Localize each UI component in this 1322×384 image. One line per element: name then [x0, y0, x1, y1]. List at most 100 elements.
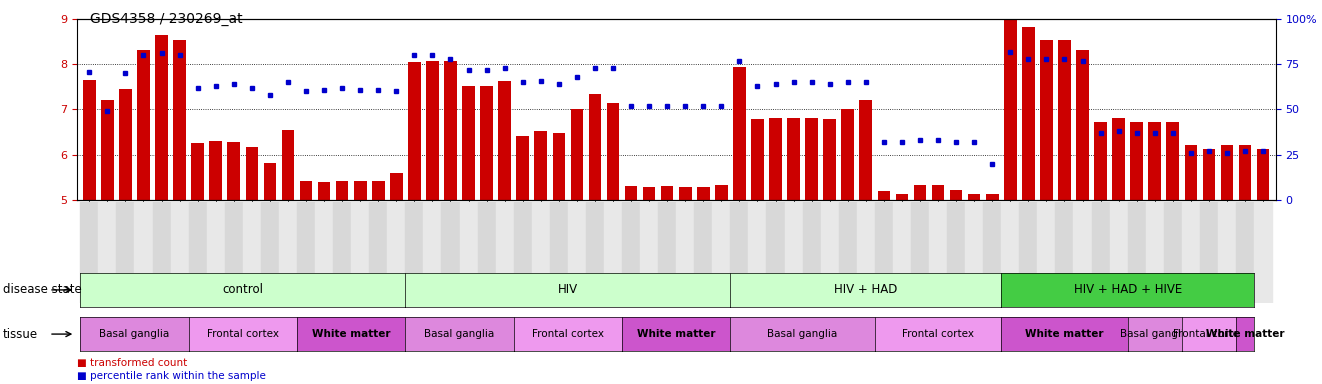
Bar	[734, 66, 746, 200]
Bar	[171, 202, 189, 303]
Bar	[243, 202, 260, 303]
Bar	[767, 202, 784, 303]
Bar	[947, 202, 965, 303]
Bar	[116, 202, 135, 303]
Bar	[694, 202, 713, 303]
Bar	[390, 173, 403, 200]
Bar	[588, 94, 602, 200]
Bar	[875, 202, 892, 303]
Bar	[227, 142, 241, 200]
Bar	[965, 202, 984, 303]
Bar	[1109, 202, 1128, 303]
Bar	[949, 190, 962, 200]
Bar	[137, 50, 149, 200]
Bar	[460, 202, 477, 303]
Text: ■ percentile rank within the sample: ■ percentile rank within the sample	[77, 371, 266, 381]
Bar	[531, 202, 550, 303]
Bar	[730, 202, 748, 303]
Text: HIV + HAD + HIVE: HIV + HAD + HIVE	[1073, 283, 1182, 296]
Bar	[1001, 202, 1019, 303]
Bar	[463, 86, 475, 200]
Bar	[135, 202, 152, 303]
Bar	[784, 202, 802, 303]
Bar	[1112, 118, 1125, 200]
Bar	[100, 99, 114, 200]
Bar	[1203, 149, 1215, 200]
Bar	[859, 99, 873, 200]
Bar	[354, 181, 366, 200]
Bar	[658, 202, 676, 303]
Bar	[751, 119, 764, 200]
Bar	[892, 202, 911, 303]
Bar	[984, 202, 1001, 303]
Bar	[408, 62, 420, 200]
Bar	[697, 187, 710, 200]
Bar	[824, 119, 836, 200]
Bar	[1218, 202, 1236, 303]
Bar	[788, 119, 800, 200]
Bar	[802, 202, 821, 303]
Bar	[640, 202, 658, 303]
Text: HIV: HIV	[558, 283, 578, 296]
Bar	[1003, 18, 1017, 200]
Bar	[1022, 27, 1035, 200]
Bar	[680, 187, 691, 200]
Bar	[1128, 202, 1146, 303]
Bar	[192, 143, 204, 200]
Bar	[209, 141, 222, 200]
Bar	[517, 136, 529, 200]
Bar	[661, 186, 673, 200]
Bar	[297, 202, 315, 303]
Bar	[263, 163, 276, 200]
Bar	[805, 119, 818, 200]
Bar	[152, 202, 171, 303]
Text: Basal ganglia: Basal ganglia	[99, 329, 169, 339]
Bar	[423, 202, 442, 303]
Bar	[1220, 145, 1233, 200]
Bar	[1182, 202, 1200, 303]
Bar	[1239, 145, 1252, 200]
Bar	[1257, 149, 1269, 200]
Bar	[911, 202, 929, 303]
Text: Frontal cortex: Frontal cortex	[1173, 329, 1245, 339]
Bar	[1146, 202, 1163, 303]
Bar	[821, 202, 838, 303]
Bar	[1076, 50, 1089, 200]
Bar	[677, 202, 694, 303]
Text: Frontal cortex: Frontal cortex	[902, 329, 974, 339]
Bar	[1200, 202, 1218, 303]
Text: control: control	[222, 283, 263, 296]
Bar	[279, 202, 297, 303]
Bar	[1040, 40, 1052, 200]
Bar	[369, 202, 387, 303]
Text: disease state: disease state	[3, 283, 82, 296]
Bar	[480, 86, 493, 200]
Bar	[1058, 40, 1071, 200]
Bar	[1130, 122, 1144, 200]
Text: ■ transformed count: ■ transformed count	[77, 358, 186, 368]
Text: HIV + HAD: HIV + HAD	[834, 283, 898, 296]
Bar	[878, 191, 890, 200]
Text: tissue: tissue	[3, 328, 38, 341]
Bar	[498, 81, 512, 200]
Bar	[496, 202, 514, 303]
Bar	[932, 185, 944, 200]
Bar	[1236, 202, 1255, 303]
Bar	[206, 202, 225, 303]
Bar	[387, 202, 406, 303]
Bar	[1019, 202, 1038, 303]
Bar	[225, 202, 243, 303]
Bar	[550, 202, 568, 303]
Text: Basal ganglia: Basal ganglia	[768, 329, 838, 339]
Bar	[1073, 202, 1092, 303]
Bar	[444, 61, 457, 200]
Bar	[623, 202, 640, 303]
Bar	[315, 202, 333, 303]
Bar	[534, 131, 547, 200]
Bar	[173, 40, 186, 200]
Bar	[442, 202, 460, 303]
Bar	[1166, 122, 1179, 200]
Bar	[625, 186, 637, 200]
Bar	[715, 185, 727, 200]
Bar	[282, 130, 295, 200]
